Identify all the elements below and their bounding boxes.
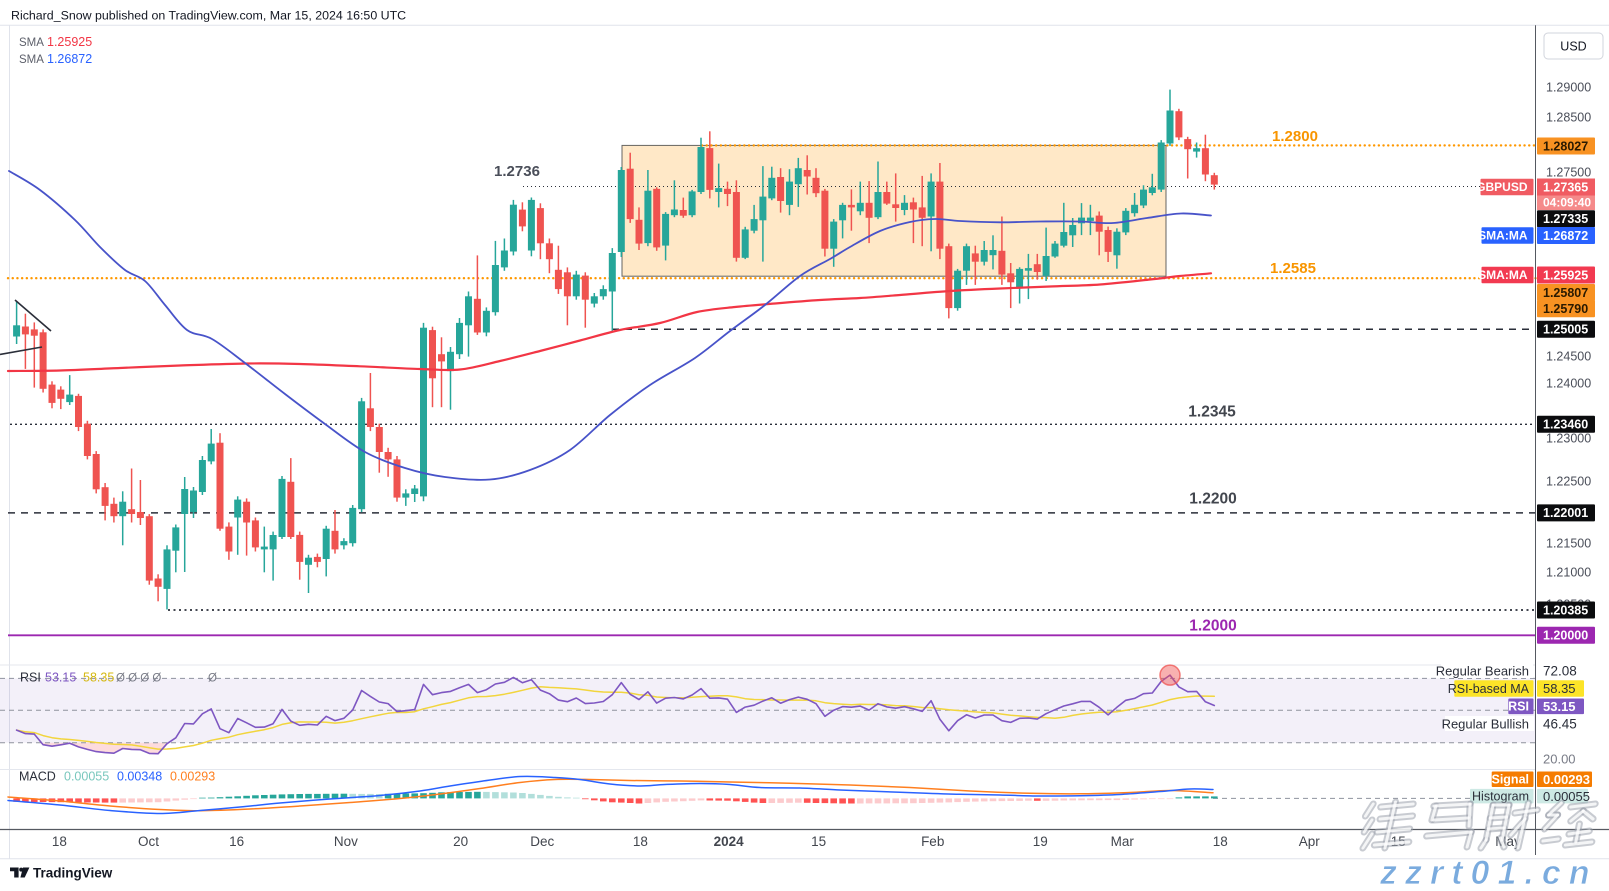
svg-text:Oct: Oct	[138, 834, 159, 849]
svg-text:1.23000: 1.23000	[1546, 432, 1591, 446]
svg-text:0.00293: 0.00293	[170, 770, 215, 784]
svg-text:1.24000: 1.24000	[1546, 377, 1591, 391]
svg-text:Signal: Signal	[1491, 773, 1529, 787]
svg-text:0.00055: 0.00055	[64, 770, 109, 784]
svg-text:SMA: SMA	[19, 54, 44, 66]
svg-text:1.21000: 1.21000	[1546, 566, 1591, 580]
svg-text:SMA: SMA	[19, 37, 44, 49]
svg-text:0.00055: 0.00055	[1543, 789, 1590, 804]
svg-text:1.25005: 1.25005	[1543, 323, 1588, 337]
svg-text:1.2800: 1.2800	[1272, 128, 1318, 145]
svg-text:1.20385: 1.20385	[1543, 603, 1588, 617]
svg-text:18: 18	[52, 834, 67, 849]
svg-text:Ø Ø Ø Ø: Ø Ø Ø Ø	[116, 673, 161, 685]
svg-text:1.27365: 1.27365	[1543, 180, 1588, 194]
svg-text:SMA:MA: SMA:MA	[1478, 268, 1528, 282]
svg-text:1.28500: 1.28500	[1546, 111, 1591, 125]
svg-text:SMA:MA: SMA:MA	[1478, 229, 1528, 243]
svg-text:20: 20	[453, 834, 468, 849]
svg-text:1.26872: 1.26872	[47, 52, 92, 66]
svg-text:1.21500: 1.21500	[1546, 537, 1591, 551]
svg-text:1.25790: 1.25790	[1543, 302, 1588, 316]
svg-text:04:09:40: 04:09:40	[1543, 196, 1591, 210]
svg-text:16: 16	[229, 834, 244, 849]
svg-text:GBPUSD: GBPUSD	[1476, 180, 1528, 194]
svg-text:RSI: RSI	[1508, 700, 1529, 714]
svg-text:Regular Bullish: Regular Bullish	[1442, 716, 1529, 731]
svg-text:1.25925: 1.25925	[1543, 268, 1588, 282]
svg-text:18: 18	[1213, 834, 1228, 849]
svg-text:RSI: RSI	[20, 671, 41, 685]
svg-text:2024: 2024	[714, 834, 745, 849]
svg-text:USD: USD	[1560, 40, 1586, 54]
svg-text:1.20000: 1.20000	[1543, 629, 1588, 643]
svg-text:1.22500: 1.22500	[1546, 475, 1591, 489]
svg-text:1.26872: 1.26872	[1543, 229, 1588, 243]
svg-text:1.23460: 1.23460	[1543, 418, 1588, 432]
svg-text:46.45: 46.45	[1543, 716, 1577, 731]
svg-text:1.25807: 1.25807	[1543, 286, 1588, 300]
svg-text:Apr: Apr	[1299, 834, 1321, 849]
svg-text:zzrt01.cn: zzrt01.cn	[1379, 854, 1598, 891]
svg-text:MACD: MACD	[19, 770, 56, 784]
svg-text:Regular Bearish: Regular Bearish	[1436, 664, 1529, 679]
svg-text:15: 15	[811, 834, 826, 849]
svg-text:1.29000: 1.29000	[1546, 81, 1591, 95]
svg-text:18: 18	[633, 834, 648, 849]
svg-text:53.15: 53.15	[1543, 699, 1576, 714]
svg-text:19: 19	[1033, 834, 1048, 849]
svg-text:0.00293: 0.00293	[1543, 772, 1590, 787]
svg-text:Mar: Mar	[1111, 834, 1135, 849]
svg-text:Ø: Ø	[208, 673, 217, 685]
svg-text:20.00: 20.00	[1543, 752, 1576, 767]
svg-text:1.22001: 1.22001	[1543, 506, 1588, 520]
svg-text:53.15: 53.15	[45, 671, 76, 685]
svg-text:1.2736: 1.2736	[494, 163, 540, 180]
svg-text:Richard_Snow published on Trad: Richard_Snow published on TradingView.co…	[11, 9, 406, 23]
svg-text:TradingView: TradingView	[33, 866, 113, 881]
svg-text:58.35: 58.35	[1543, 681, 1576, 696]
svg-text:1.2000: 1.2000	[1189, 617, 1236, 634]
svg-text:1.27500: 1.27500	[1546, 166, 1591, 180]
svg-text:0.00348: 0.00348	[117, 770, 162, 784]
svg-text:Histogram: Histogram	[1472, 790, 1529, 804]
svg-text:1.27335: 1.27335	[1543, 212, 1588, 226]
svg-text:Nov: Nov	[334, 834, 358, 849]
svg-text:1.2585: 1.2585	[1270, 260, 1316, 277]
svg-text:1.24500: 1.24500	[1546, 350, 1591, 364]
svg-text:58.35: 58.35	[83, 671, 114, 685]
svg-text:72.08: 72.08	[1543, 664, 1577, 679]
svg-text:1.2200: 1.2200	[1189, 491, 1236, 508]
svg-text:1.2345: 1.2345	[1188, 404, 1236, 421]
svg-text:Dec: Dec	[530, 834, 554, 849]
svg-text:Feb: Feb	[921, 834, 944, 849]
svg-text:1.28027: 1.28027	[1543, 139, 1588, 153]
svg-text:RSI-based MA: RSI-based MA	[1448, 682, 1530, 696]
svg-text:1.25925: 1.25925	[47, 35, 92, 49]
